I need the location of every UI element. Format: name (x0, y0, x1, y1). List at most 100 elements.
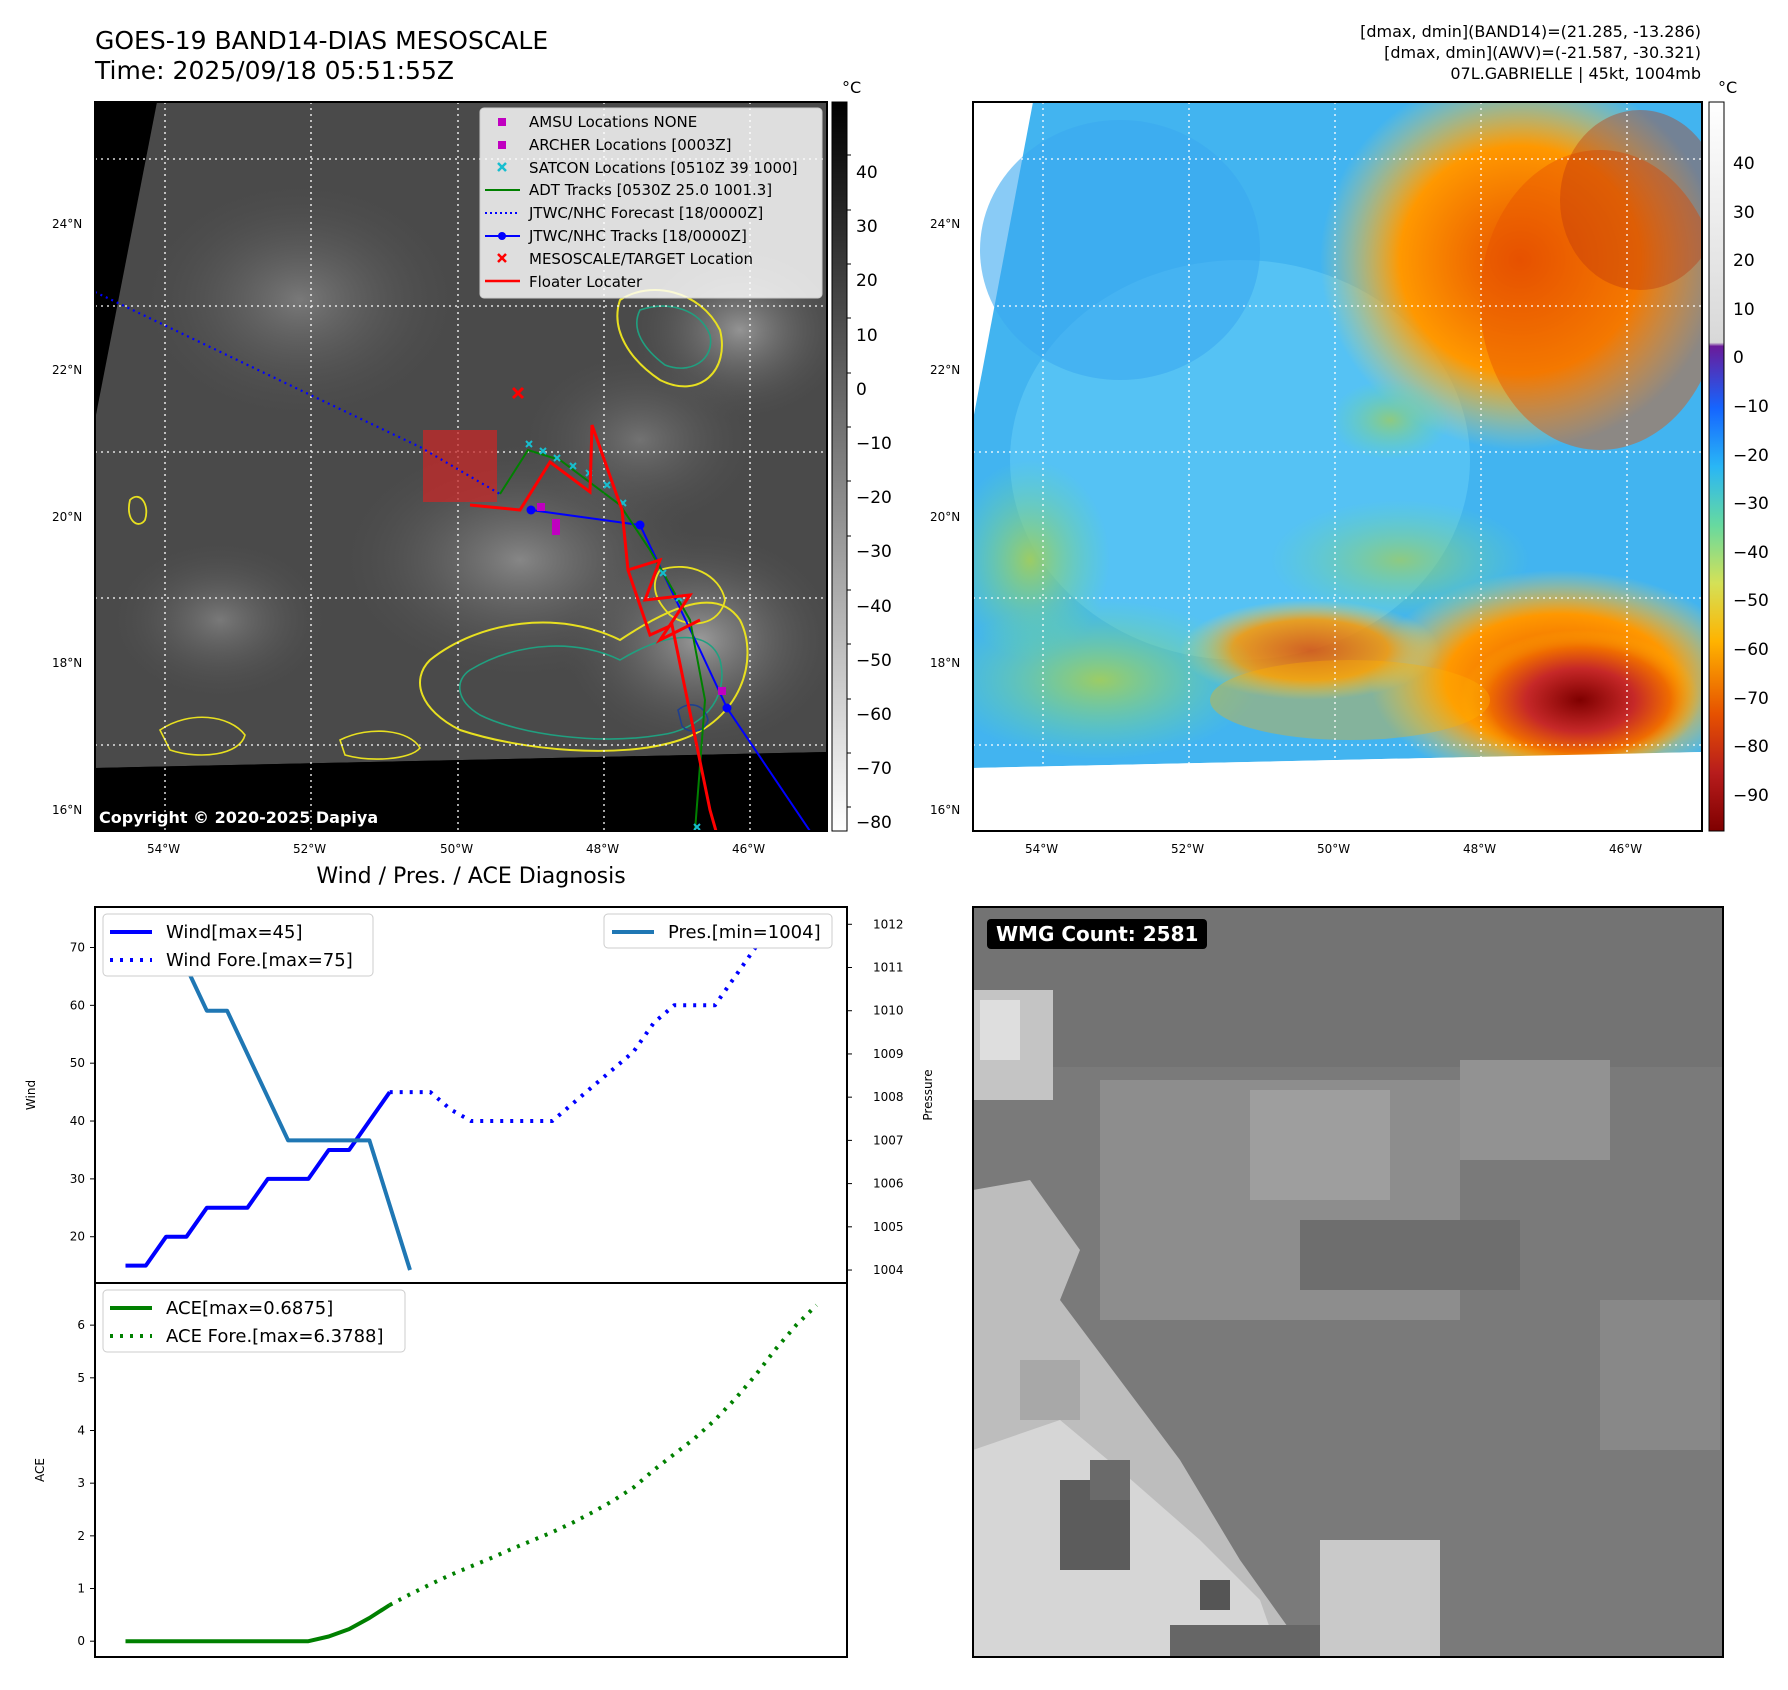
ir-legend-labels: AMSU Locations NONE ARCHER Locations [00… (529, 111, 797, 293)
legend-label-wind: Wind[max=45] (166, 922, 303, 943)
ace-series-line-1 (388, 1303, 818, 1607)
awv-colorbar-labels: 40 30 20 10 0 −10 −20 −30 −40 −50 −60 −7… (1733, 140, 1769, 820)
lon-label: 52°W (1171, 842, 1205, 856)
wind-ytick-label: 60 (70, 998, 85, 1012)
ace-axes (94, 1282, 848, 1658)
copyright-text: Copyright © 2020-2025 Dapiya (99, 808, 379, 827)
pressure-ytick-label: 1012 (873, 917, 904, 931)
ir-cbar-tick: 20 (856, 271, 878, 292)
awv-cbar-tick: 10 (1733, 299, 1755, 320)
ir-colorbar-unit: °C (842, 78, 862, 97)
info-band14-range: [dmax, dmin](BAND14)=(21.285, -13.286) (1360, 22, 1701, 41)
lat-label: 20°N (52, 509, 83, 524)
legend-label-ace-fore: ACE Fore.[max=6.3788] (166, 1326, 384, 1347)
ir-cbar-tick: −20 (856, 488, 892, 509)
lat-label: 18°N (930, 656, 961, 671)
awv-cbar-tick: −70 (1733, 688, 1769, 709)
lat-label: 22°N (52, 363, 83, 378)
ir-cbar-tick: −60 (856, 705, 892, 726)
ir-cbar-tick: −50 (856, 650, 892, 671)
series-line-1 (389, 916, 817, 1123)
legend-label-pressure: Pres.[min=1004] (668, 922, 821, 943)
chart-layer: 2030405060701004100510061007100810091010… (24, 913, 935, 1648)
awv-cbar-tick: 30 (1733, 202, 1755, 223)
ir-cbar-tick: 0 (856, 379, 867, 400)
awv-lat-labels: 24°N 22°N 20°N 18°N 16°N (930, 151, 960, 883)
wind-ytick-label: 40 (70, 1114, 85, 1128)
pressure-ytick-label: 1005 (873, 1220, 904, 1234)
pressure-ytick-label: 1010 (873, 1004, 904, 1018)
lon-label: 50°W (1317, 842, 1351, 856)
wind-ytick-label: 20 (70, 1230, 85, 1244)
awv-cbar-tick: 0 (1733, 348, 1744, 369)
pressure-legend-box (603, 913, 833, 949)
archer-marker (537, 503, 545, 511)
target-marker (511, 386, 525, 400)
info-awv-range: [dmax, dmin](AWV)=(-21.587, -30.321) (1384, 43, 1701, 62)
pressure-ytick-label: 1006 (873, 1177, 904, 1191)
lon-label: 50°W (440, 842, 474, 856)
lon-label: 52°W (293, 842, 327, 856)
lat-label: 16°N (930, 802, 961, 817)
awv-cbar-tick: −20 (1733, 445, 1769, 466)
ace-ytick-label: 0 (77, 1634, 85, 1648)
wind-axis-label: Wind (24, 1080, 38, 1110)
series-line-0 (125, 1090, 392, 1268)
awv-cbar-tick: −40 (1733, 542, 1769, 563)
ir-cbar-tick: −10 (856, 434, 892, 455)
awv-cbar-tick: −10 (1733, 396, 1769, 417)
floater-locater (469, 424, 718, 831)
ace-series-line-0 (125, 1603, 391, 1644)
awv-cbar-tick: 40 (1733, 154, 1755, 174)
lon-label: 48°W (1463, 842, 1497, 856)
mesoscale-box (423, 430, 497, 502)
info-storm: 07L.GABRIELLE | 45kt, 1004mb (1450, 64, 1701, 83)
ace-ytick-label: 1 (77, 1582, 85, 1596)
lat-label: 22°N (930, 363, 961, 378)
ir-cbar-tick: −30 (856, 542, 892, 563)
pressure-ytick-label: 1004 (873, 1263, 904, 1277)
awv-colorbar (1708, 101, 1725, 832)
legend-label-tracks: JTWC/NHC Tracks [18/0000Z] (529, 226, 747, 245)
pressure-ytick-label: 1007 (873, 1133, 904, 1147)
awv-cbar-tick: −90 (1733, 785, 1769, 806)
wmg-imagery (973, 907, 1723, 1657)
ir-map-frame (94, 101, 828, 832)
lat-label: 20°N (930, 509, 961, 524)
ace-ytick-label: 3 (77, 1476, 85, 1490)
wmg-frame (972, 906, 1724, 1658)
legend-label-ace: ACE[max=0.6875] (166, 1298, 333, 1319)
awv-cbar-tick: −50 (1733, 591, 1769, 612)
legend-label-floater: Floater Locater (529, 272, 643, 291)
legend-label-amsu: AMSU Locations NONE (529, 113, 698, 131)
ir-cbar-tick: 30 (856, 217, 878, 238)
map-time: Time: 2025/09/18 05:51:55Z (95, 56, 454, 85)
adt-track (499, 448, 707, 831)
lat-label: 24°N (52, 217, 83, 231)
pressure-ytick-label: 1008 (873, 1090, 904, 1104)
lon-label: 48°W (586, 842, 620, 856)
ace-ytick-label: 6 (77, 1318, 85, 1332)
awv-cbar-tick: −30 (1733, 494, 1769, 515)
lat-label: 24°N (930, 217, 961, 231)
lon-label: 54°W (1025, 842, 1059, 856)
lon-label: 46°W (1609, 842, 1643, 856)
legend-label-forecast: JTWC/NHC Forecast [18/0000Z] (529, 204, 764, 223)
legend-label-archer: ARCHER Locations [0003Z] (529, 135, 732, 154)
lon-label: 54°W (147, 842, 181, 856)
legend-label-satcon: SATCON Locations [0510Z 39 1000] (529, 158, 798, 177)
ace-ytick-label: 2 (77, 1529, 85, 1543)
ace-axis-label: ACE (33, 1458, 47, 1482)
nhc-track (530, 509, 811, 831)
ir-cbar-tick: −80 (856, 813, 892, 834)
ir-cbar-tick: 40 (856, 163, 878, 183)
ace-legend-box (102, 1289, 406, 1353)
awv-imagery (973, 102, 1702, 831)
ace-ytick-label: 4 (77, 1423, 85, 1437)
lon-label: 46°W (732, 842, 766, 856)
legend-label-target: MESOSCALE/TARGET Location (529, 249, 754, 268)
awv-colorbar-unit: °C (1718, 78, 1738, 97)
map-title: GOES-19 BAND14-DIAS MESOSCALE (95, 26, 549, 55)
diagnosis-title: Wind / Pres. / ACE Diagnosis (316, 864, 626, 889)
